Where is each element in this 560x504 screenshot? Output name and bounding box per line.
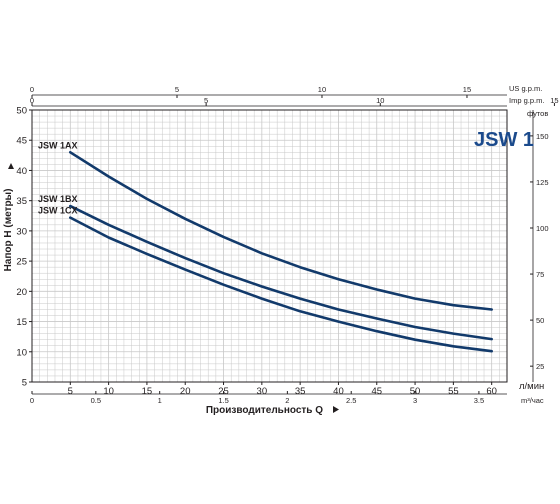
feet-unit-label: футов (527, 109, 548, 118)
x-axis-title: Производительность Q (206, 405, 323, 416)
y-tick-label: 10 (16, 347, 27, 358)
x-unit-label: л/мин (519, 381, 544, 392)
series-label: JSW 1CX (38, 206, 78, 216)
series-line (69, 216, 493, 353)
y-tick-label: 40 (16, 166, 27, 177)
chart-title: JSW 1 (474, 129, 534, 151)
m3h-unit-label: m³/час (521, 396, 544, 405)
usgpm-tick-label: 10 (318, 85, 326, 94)
usgpm-tick-label: 15 (463, 85, 471, 94)
series-group: JSW 1AX JSW 1BX JSW 1CX (38, 140, 493, 353)
impgpm-tick-label: 10 (376, 96, 384, 105)
m3h-tick-label: 2 (285, 396, 289, 405)
m3h-tick-label: 3 (413, 396, 417, 405)
x-tick-label: 35 (295, 386, 306, 397)
y-tick-label: 20 (16, 287, 27, 298)
y-tick-label: 35 (16, 196, 27, 207)
series-line (69, 204, 493, 341)
m3h-tick-label: 0 (30, 396, 34, 405)
y-tick-label: 45 (16, 136, 27, 147)
y-axis-title: Напор H (метры) (3, 189, 14, 272)
impgpm-tick-label: 0 (30, 96, 34, 105)
series-line (69, 151, 493, 311)
x-tick-label: 45 (371, 386, 382, 397)
usgpm-tick-label: 5 (175, 85, 179, 94)
series-label: JSW 1AX (38, 140, 78, 150)
x-tick-label: 10 (103, 386, 114, 397)
x-tick-label: 5 (68, 386, 73, 397)
x-tick-label: 30 (257, 386, 268, 397)
usgpm-unit-label: US g.p.m. (509, 84, 542, 93)
x-tick-label: 40 (333, 386, 344, 397)
m3h-tick-label: 3.5 (474, 396, 484, 405)
grid (32, 110, 507, 382)
y-tick-label: 15 (16, 317, 27, 328)
x-tick-label: 20 (180, 386, 191, 397)
feet-tick-label: 50 (536, 316, 544, 325)
m3h-tick-label: 1.5 (218, 396, 228, 405)
feet-tick-label: 100 (536, 224, 549, 233)
y-tick-label: 25 (16, 257, 27, 268)
x-axis-arrow-icon (333, 406, 339, 413)
series-label: JSW 1BX (38, 194, 78, 204)
feet-tick-label: 125 (536, 178, 549, 187)
y-tick-label: 5 (22, 378, 27, 389)
impgpm-tick-label: 5 (204, 96, 208, 105)
impgpm-unit-label: Imp g.p.m. (509, 96, 544, 105)
feet-tick-label: 75 (536, 270, 544, 279)
usgpm-tick-label: 0 (30, 85, 34, 94)
m3h-tick-label: 1 (158, 396, 162, 405)
y-tick-label: 30 (16, 226, 27, 237)
impgpm-tick-label: 15 (550, 96, 558, 105)
plot-frame (31, 109, 508, 383)
feet-tick-label: 150 (536, 132, 549, 141)
m3h-tick-label: 2.5 (346, 396, 356, 405)
x-tick-label: 15 (142, 386, 153, 397)
feet-tick-label: 25 (536, 362, 544, 371)
y-tick-label: 50 (16, 106, 27, 117)
m3h-tick-label: 0.5 (91, 396, 101, 405)
x-tick-label: 60 (486, 386, 497, 397)
x-tick-label: 55 (448, 386, 459, 397)
y-axis-arrow-icon (8, 163, 14, 169)
